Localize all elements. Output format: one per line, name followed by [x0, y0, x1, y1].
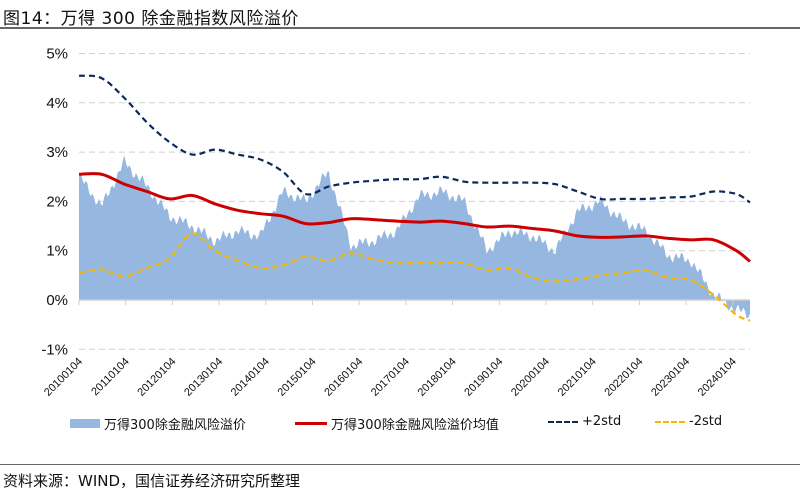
x-tick-label: 20220104: [602, 356, 645, 399]
source-note: 资料来源：WIND，国信证券经济研究所整理: [3, 472, 301, 490]
chart-plot: 5% 4% 3% 2% 1% 0% -1% 20100104 20110104 20120104…: [41, 46, 751, 399]
legend-item-mean: 万得300除金融风险溢价均值: [295, 414, 499, 433]
area-swatch-icon: [70, 419, 100, 428]
footer-divider: [0, 464, 800, 465]
x-tick-label: 20150104: [276, 356, 319, 399]
legend-label-minus2std: -2std: [689, 414, 723, 429]
legend: 万得300除金融风险溢价 万得300除金融风险溢价均值 +2std -2std: [0, 414, 800, 434]
line-swatch-icon: [295, 422, 327, 425]
chart-title: 图14：万得 300 除金融指数风险溢价: [3, 9, 299, 29]
legend-label-area: 万得300除金融风险溢价: [104, 418, 246, 433]
x-tick-label: 20130104: [182, 356, 225, 399]
y-axis: 5% 4% 3% 2% 1% 0% -1%: [41, 46, 68, 359]
x-tick-label: 20180104: [416, 356, 459, 399]
series-lines: [78, 74, 751, 322]
legend-item-area: 万得300除金融风险溢价: [70, 414, 246, 433]
legend-label-mean: 万得300除金融风险溢价均值: [331, 418, 499, 433]
minus2std-line: [78, 232, 751, 322]
x-tick-label: 20170104: [369, 356, 412, 399]
x-tick-label: 20120104: [135, 356, 178, 399]
x-tick-label: 20100104: [42, 356, 85, 399]
x-tick-label: 20140104: [229, 356, 272, 399]
x-tick-label: 20200104: [509, 356, 552, 399]
x-tick-label: 20160104: [322, 356, 365, 399]
x-tick-label: 20110104: [89, 356, 132, 399]
legend-item-minus2std: -2std: [655, 414, 722, 429]
legend-item-plus2std: +2std: [548, 414, 621, 429]
title-divider: [0, 27, 800, 29]
x-tick-label: 20210104: [556, 356, 599, 399]
y-tick-label: 0%: [46, 292, 68, 309]
dashed-swatch-icon: [548, 420, 578, 423]
y-tick-label: 4%: [46, 95, 68, 112]
x-tick-label: 20240104: [696, 356, 739, 399]
legend-label-plus2std: +2std: [582, 414, 622, 429]
y-tick-label: -1%: [41, 341, 68, 358]
y-tick-label: 2%: [46, 193, 68, 210]
x-tick-label: 20230104: [649, 356, 692, 399]
dashed-swatch-icon: [655, 420, 685, 423]
y-tick-label: 1%: [46, 243, 68, 260]
y-tick-label: 3%: [46, 144, 68, 161]
x-tick-label: 20190104: [462, 356, 505, 399]
risk-premium-area: [79, 155, 750, 319]
plus2std-line: [78, 74, 751, 204]
gridlines: [79, 53, 750, 350]
mean-line: [78, 172, 751, 263]
y-tick-label: 5%: [46, 46, 68, 63]
